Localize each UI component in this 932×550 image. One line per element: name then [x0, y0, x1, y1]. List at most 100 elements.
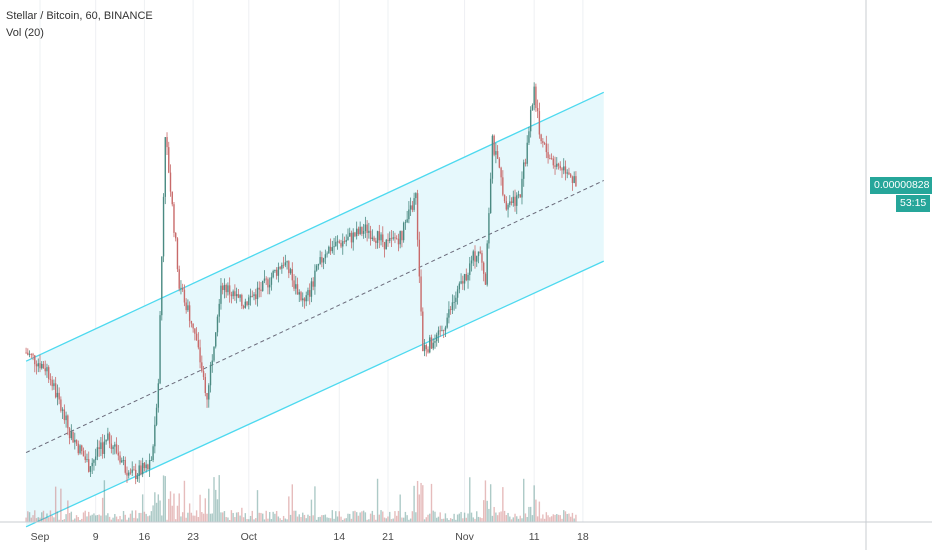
candle-body: [181, 287, 184, 290]
volume-bar: [432, 510, 434, 522]
volume-bar: [185, 517, 187, 522]
volume-bar: [390, 519, 393, 522]
candle-body: [39, 363, 41, 369]
candle-body: [288, 261, 290, 274]
volume-bar: [536, 516, 539, 522]
volume-bar: [371, 510, 374, 522]
candle-body: [456, 289, 459, 298]
volume-bar: [439, 512, 441, 522]
candle-body: [112, 446, 114, 449]
volume-bar: [211, 513, 213, 522]
volume-bar: [194, 515, 196, 522]
volume-bar: [495, 512, 497, 522]
volume-bar: [442, 518, 445, 522]
candle-body: [215, 332, 217, 347]
volume-indicator-label[interactable]: Vol (20): [6, 27, 44, 39]
candle-body: [107, 433, 109, 440]
candle-body: [472, 251, 474, 261]
volume-bar: [291, 484, 293, 522]
candle-body: [568, 172, 570, 175]
volume-bar: [27, 511, 29, 522]
volume-bar: [444, 513, 447, 522]
candle-body: [94, 456, 97, 460]
candle-body: [157, 383, 160, 408]
volume-bar: [49, 510, 52, 522]
candle-body: [307, 290, 309, 296]
volume-bar: [427, 514, 429, 522]
volume-bar: [331, 510, 334, 522]
volume-bar: [375, 519, 377, 522]
candle-body: [397, 238, 400, 245]
channel-mid-line: [25, 180, 604, 454]
candle-body: [164, 137, 166, 197]
candle-body: [441, 330, 443, 331]
volume-bar: [258, 512, 260, 522]
volume-bar: [108, 516, 111, 522]
candle-body: [415, 193, 417, 199]
candle-body: [154, 424, 156, 447]
volume-bar: [30, 517, 32, 522]
candle-body: [387, 239, 389, 241]
candle-body: [279, 267, 281, 269]
regression-channel[interactable]: [0, 0, 866, 528]
candle-body: [376, 231, 379, 243]
volume-bar: [176, 505, 179, 522]
volume-bar: [575, 514, 577, 522]
volume-bar: [209, 513, 212, 522]
volume-bar: [246, 519, 248, 522]
volume-bar: [286, 519, 288, 522]
candle-body: [25, 352, 27, 354]
candle-body: [476, 256, 478, 262]
candle-body: [54, 383, 57, 398]
candle-body: [315, 265, 318, 271]
candle-body: [32, 354, 34, 356]
candle-body: [439, 330, 441, 332]
candle-body: [345, 239, 347, 242]
volume-bar: [143, 511, 146, 522]
candle-body: [216, 316, 219, 333]
candle-body: [100, 442, 102, 449]
volume-bar: [82, 512, 85, 522]
candle-body: [135, 469, 137, 480]
volume-bar: [416, 480, 419, 522]
volume-bar: [248, 519, 250, 522]
volume-bar: [244, 513, 247, 522]
volume-bar: [183, 480, 186, 522]
volume-bar: [328, 517, 330, 522]
candle-body: [199, 347, 201, 363]
volume-bar: [173, 493, 175, 522]
volume-bar: [53, 517, 55, 522]
candle-body: [208, 385, 210, 400]
volume-bar: [429, 513, 431, 522]
volume-bar: [483, 500, 485, 522]
candle-body: [293, 280, 295, 289]
volume-bar: [456, 514, 459, 522]
volume-bar: [216, 499, 219, 522]
volume-bar: [319, 516, 321, 522]
candle-body: [117, 452, 119, 456]
candle-body: [128, 472, 130, 476]
candle-body: [108, 433, 111, 444]
volume-bar: [34, 510, 36, 522]
candle-body: [253, 294, 255, 297]
candle-body: [228, 285, 231, 295]
volume-bar: [561, 518, 563, 522]
volume-bar: [500, 511, 502, 522]
candle-body: [354, 232, 356, 237]
volume-bar: [223, 511, 226, 522]
volume-bar: [347, 513, 349, 522]
candle-body: [521, 178, 523, 198]
volume-bar: [241, 507, 243, 522]
volume-bar: [397, 510, 400, 522]
volume-bar: [512, 517, 514, 522]
candle-body: [401, 231, 403, 241]
volume-bar: [81, 518, 83, 522]
symbol-title[interactable]: Stellar / Bitcoin, 60, BINANCE: [6, 10, 153, 22]
volume-bar: [235, 512, 238, 522]
candle-body: [333, 246, 335, 248]
candle-body: [101, 442, 104, 454]
candle-body: [70, 431, 73, 439]
volume-bar: [300, 517, 302, 522]
